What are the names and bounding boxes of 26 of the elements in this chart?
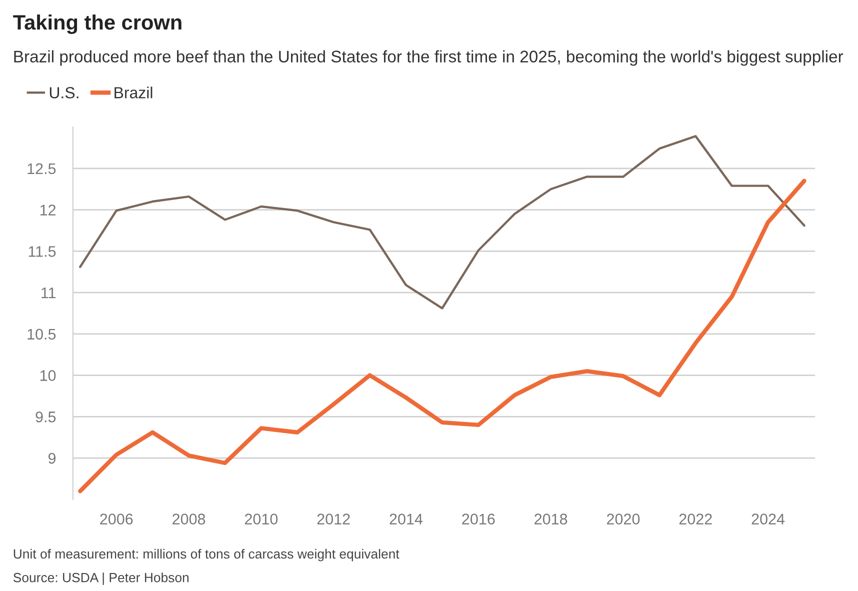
legend-label: Brazil <box>114 86 152 98</box>
x-tick-label: 2022 <box>679 514 712 525</box>
y-tick-label: 9.5 <box>36 412 56 422</box>
line-series <box>79 135 806 310</box>
y-tick-label: 12.5 <box>28 163 56 174</box>
source-note: Source: USDA | Peter Hobson <box>13 572 189 585</box>
chart-subtitle: Brazil produced more beef than the United States for the first time in 2025, becoming the world's biggest supplier <box>14 50 844 66</box>
text: Unit of measurement: millions of tons of carcass weight equivalent <box>14 548 400 562</box>
x-tick-label: 2010 <box>244 514 278 525</box>
x-tick-label: 2012 <box>317 514 350 525</box>
y-tick-label: 9 <box>48 452 56 464</box>
x-tick-label: 2018 <box>534 514 568 525</box>
y-tick-label: 12 <box>40 204 56 216</box>
line-series <box>78 178 806 494</box>
chart-title: Taking the crown <box>13 14 182 34</box>
legend-label: U.S. <box>50 87 78 98</box>
x-tick-label: 2006 <box>100 514 133 525</box>
x-tick-label: 2014 <box>390 514 423 525</box>
x-tick-label: 2020 <box>607 514 640 525</box>
x-tick-label: 2016 <box>462 514 495 525</box>
x-tick-label: 2024 <box>752 514 785 525</box>
y-tick-label: 11 <box>42 288 56 298</box>
y-tick-label: 10.5 <box>28 328 56 340</box>
x-tick-label: 2008 <box>172 514 206 525</box>
y-tick-label: 11.5 <box>28 246 56 257</box>
y-tick-label: 10 <box>40 370 56 381</box>
